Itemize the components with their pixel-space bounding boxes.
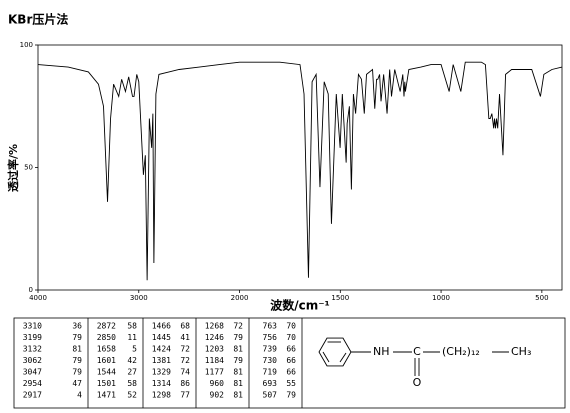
carbon-label: C bbox=[413, 345, 421, 358]
peak-transmittance: 72 bbox=[180, 345, 190, 354]
peak-transmittance: 72 bbox=[180, 356, 190, 365]
peak-transmittance: 86 bbox=[180, 379, 190, 388]
peak-wavenumber: 1501 bbox=[97, 379, 116, 388]
double-bond bbox=[339, 352, 347, 363]
peak-wavenumber: 507 bbox=[263, 391, 278, 400]
peak-transmittance: 79 bbox=[286, 391, 296, 400]
peak-transmittance: 72 bbox=[233, 322, 243, 331]
peak-transmittance: 79 bbox=[72, 333, 82, 342]
double-bond bbox=[322, 351, 330, 363]
peak-transmittance: 58 bbox=[127, 322, 137, 331]
peak-wavenumber: 1658 bbox=[97, 345, 116, 354]
peak-transmittance: 36 bbox=[72, 322, 82, 331]
peak-wavenumber: 1601 bbox=[97, 356, 116, 365]
peak-wavenumber: 1314 bbox=[152, 379, 171, 388]
peak-transmittance: 58 bbox=[127, 379, 137, 388]
peak-wavenumber: 763 bbox=[263, 322, 278, 331]
peak-wavenumber: 3047 bbox=[23, 368, 42, 377]
benzene-ring bbox=[318, 337, 352, 367]
peak-wavenumber: 1329 bbox=[152, 368, 171, 377]
peak-wavenumber: 2954 bbox=[23, 379, 42, 388]
peak-wavenumber: 2917 bbox=[23, 391, 42, 400]
spectrum-line bbox=[37, 61, 563, 281]
peak-wavenumber: 1268 bbox=[205, 322, 224, 331]
peak-transmittance: 55 bbox=[286, 379, 296, 388]
peak-wavenumber: 3310 bbox=[23, 322, 42, 331]
peak-transmittance: 81 bbox=[233, 345, 243, 354]
peak-transmittance: 70 bbox=[286, 322, 296, 331]
peak-wavenumber: 902 bbox=[210, 391, 225, 400]
y-tick-label: 0 bbox=[29, 286, 33, 294]
peak-wavenumber: 1203 bbox=[205, 345, 224, 354]
peak-wavenumber: 719 bbox=[263, 368, 278, 377]
peak-transmittance: 11 bbox=[127, 333, 137, 342]
peak-wavenumber: 730 bbox=[263, 356, 278, 365]
chain-label: (CH₂)₁₂ bbox=[442, 345, 480, 358]
peak-transmittance: 66 bbox=[286, 356, 296, 365]
peak-transmittance: 79 bbox=[72, 356, 82, 365]
peak-transmittance: 66 bbox=[286, 368, 296, 377]
structure bbox=[318, 337, 509, 376]
peak-wavenumber: 1381 bbox=[152, 356, 171, 365]
peak-transmittance: 41 bbox=[180, 333, 190, 342]
x-axis-label: 波数/cm⁻¹ bbox=[270, 298, 330, 313]
peak-transmittance: 74 bbox=[180, 368, 190, 377]
peak-wavenumber: 1544 bbox=[97, 368, 116, 377]
peak-transmittance: 52 bbox=[127, 391, 137, 400]
peak-transmittance: 4 bbox=[77, 391, 82, 400]
y-tick-label: 100 bbox=[20, 41, 33, 49]
peak-transmittance: 68 bbox=[180, 322, 190, 331]
peak-wavenumber: 1445 bbox=[152, 333, 171, 342]
peak-wavenumber: 1466 bbox=[152, 322, 171, 331]
peak-transmittance: 42 bbox=[127, 356, 137, 365]
x-tick-label: 3000 bbox=[130, 294, 148, 302]
peak-transmittance: 81 bbox=[72, 345, 82, 354]
table-frame bbox=[13, 317, 566, 409]
peak-wavenumber: 1424 bbox=[152, 345, 171, 354]
peak-transmittance: 81 bbox=[233, 368, 243, 377]
peak-transmittance: 47 bbox=[72, 379, 82, 388]
y-tick-label: 50 bbox=[24, 164, 33, 172]
peak-transmittance: 27 bbox=[127, 368, 137, 377]
peak-transmittance: 81 bbox=[233, 379, 243, 388]
peak-transmittance: 70 bbox=[286, 333, 296, 342]
peak-wavenumber: 960 bbox=[210, 379, 225, 388]
peak-wavenumber: 2872 bbox=[97, 322, 116, 331]
peak-table: 3310 36 3199 79 3132 81 3062 79 3047 79 2954 47 2917… bbox=[13, 317, 566, 409]
peak-transmittance: 79 bbox=[233, 356, 243, 365]
oxygen-label: O bbox=[413, 376, 422, 389]
peak-wavenumber: 1298 bbox=[152, 391, 171, 400]
peak-wavenumber: 3062 bbox=[23, 356, 42, 365]
peak-wavenumber: 1471 bbox=[97, 391, 116, 400]
x-tick-label: 1000 bbox=[432, 294, 450, 302]
peak-wavenumber: 1184 bbox=[205, 356, 224, 365]
terminal-label: CH₃ bbox=[511, 345, 531, 358]
x-tick-label: 1500 bbox=[331, 294, 349, 302]
peak-transmittance: 77 bbox=[180, 391, 190, 400]
peak-transmittance: 81 bbox=[233, 391, 243, 400]
amine-label: NH bbox=[373, 345, 390, 358]
peak-wavenumber: 3199 bbox=[23, 333, 42, 342]
x-tick-label: 500 bbox=[535, 294, 548, 302]
x-tick-label: 4000 bbox=[29, 294, 47, 302]
peak-transmittance: 5 bbox=[132, 345, 137, 354]
peak-wavenumber: 693 bbox=[263, 379, 278, 388]
peak-transmittance: 66 bbox=[286, 345, 296, 354]
chart-title: KBr压片法 bbox=[8, 12, 68, 27]
peak-wavenumber: 2850 bbox=[97, 333, 116, 342]
peak-wavenumber: 756 bbox=[263, 333, 278, 342]
peak-wavenumber: 3132 bbox=[23, 345, 42, 354]
y-axis-label: 透过率/% bbox=[6, 144, 20, 192]
peak-wavenumber: 1246 bbox=[205, 333, 224, 342]
x-tick-label: 2000 bbox=[231, 294, 249, 302]
peak-transmittance: 79 bbox=[72, 368, 82, 377]
peak-wavenumber: 739 bbox=[263, 345, 278, 354]
plot-frame bbox=[37, 44, 563, 291]
peak-wavenumber: 1177 bbox=[205, 368, 224, 377]
peak-transmittance: 79 bbox=[233, 333, 243, 342]
